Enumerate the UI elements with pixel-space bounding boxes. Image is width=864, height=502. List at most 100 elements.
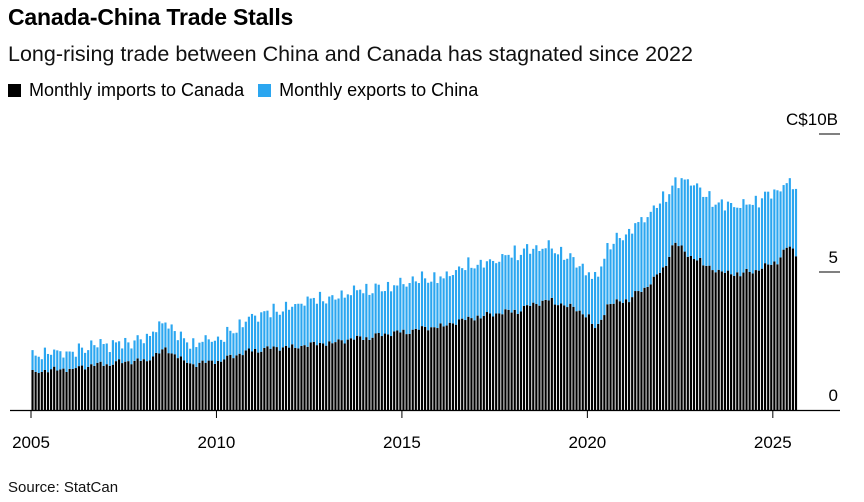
bar-exports [402,284,405,330]
bar-imports [281,347,284,410]
bar-exports [745,204,748,269]
bar-exports [77,343,80,367]
bar-imports [618,301,621,410]
bar-exports [334,299,337,343]
bar-exports [340,290,343,341]
bar-exports [628,228,631,303]
x-tick-label: 2005 [12,433,50,452]
bar-imports [374,333,377,410]
bar-imports [770,264,773,410]
bar-exports [538,251,541,306]
bar-exports [192,338,195,365]
bar-exports [498,261,501,314]
bar-imports [587,314,590,410]
bar-exports [733,207,736,276]
bar-exports [130,348,133,365]
bar-exports [390,291,393,337]
bar-exports [80,347,84,366]
bar-imports [108,365,111,410]
bar-imports [748,272,751,410]
bar-exports [331,295,334,344]
bar-exports [442,278,445,327]
bar-imports [402,329,405,410]
bar-exports [396,285,399,331]
bar-imports [683,251,686,410]
bar-imports [485,312,488,410]
bar-exports [297,303,300,349]
legend-swatch-imports [8,84,21,97]
bar-exports [529,253,532,306]
bar-exports [519,254,522,312]
bar-exports [50,354,53,370]
bar-imports [278,350,281,410]
bar-exports [495,263,498,314]
bar-imports [306,346,309,410]
bar-exports [436,283,439,329]
bar-exports [386,281,390,335]
bar-imports [380,336,383,410]
bar-exports [417,283,420,330]
bar-exports [102,344,105,366]
bar-exports [643,222,646,288]
bar-imports [53,366,56,410]
bar-imports [699,257,702,410]
bar-imports [541,300,544,410]
bar-imports [241,355,244,410]
bar-exports [590,278,594,324]
bar-exports [603,258,606,316]
bar-exports [717,202,720,270]
bar-imports [254,349,257,410]
bar-imports [507,309,510,410]
bar-exports [99,339,102,362]
bar-exports [232,333,235,359]
bar-imports [269,348,272,410]
bar-imports [247,348,250,410]
bar-exports [445,271,448,326]
bar-exports [365,283,368,338]
bar-exports [550,248,553,298]
bar-imports [714,272,717,410]
bar-imports [170,353,173,410]
bar-imports [513,309,516,410]
bar-imports [59,369,62,410]
bar-exports [223,341,226,360]
bar-exports [374,283,377,334]
bar-imports [674,242,677,410]
bar-imports [733,275,736,410]
bar-exports [686,179,689,257]
bar-imports [643,287,646,410]
bar-exports [621,240,624,303]
bar-imports [498,313,501,410]
bar-imports [133,360,136,410]
chart-canvas: 2005 2010 2015 2020 2025 0 5 C$10B [10,110,840,452]
bar-exports [356,290,359,336]
bar-imports [662,267,665,410]
bar-imports [522,305,526,410]
bar-exports [705,196,708,266]
bar-exports [195,347,198,367]
bar-exports [303,305,306,346]
bar-imports [420,326,424,410]
bar-imports [74,368,77,410]
bar-imports [303,345,306,410]
bar-exports [257,321,260,353]
bar-exports [161,323,164,350]
bar-exports [288,309,291,348]
bar-imports [124,361,127,410]
bar-imports [776,264,779,410]
bar-exports [699,187,702,258]
bar-imports [105,364,108,410]
bar-imports [556,305,560,410]
bar-imports [584,317,587,410]
bar-imports [71,368,74,410]
bar-imports [164,347,167,410]
bar-exports [526,244,529,306]
bar-imports [720,271,723,410]
bar-exports [377,284,380,333]
bar-imports [328,341,331,410]
bar-exports [68,351,71,369]
bar-imports [399,332,402,410]
bar-imports [723,272,726,410]
bar-imports [754,270,757,410]
bar-imports [470,318,473,410]
